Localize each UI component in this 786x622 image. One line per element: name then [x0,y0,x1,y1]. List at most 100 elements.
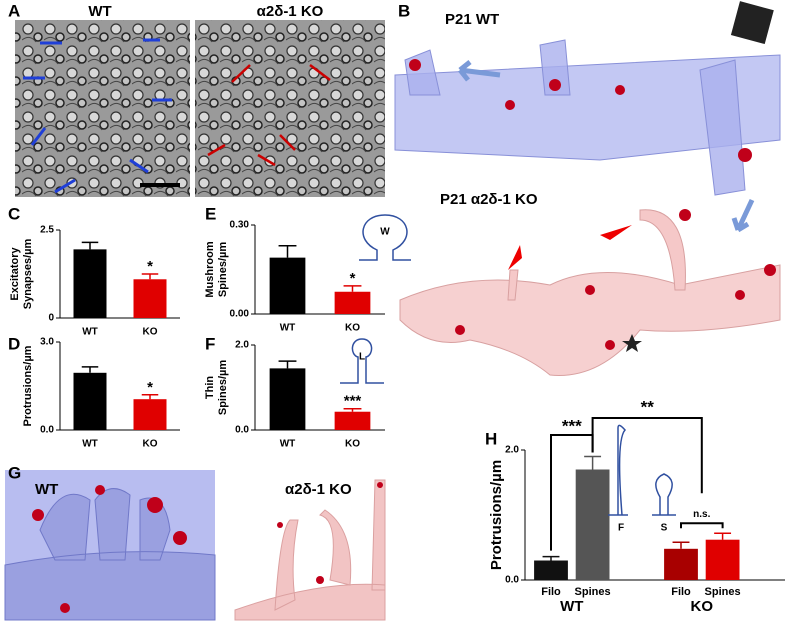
inset-schematic [608,424,676,516]
x-tick-label: Spines [705,586,741,598]
image-label: P21 α2δ-1 KO [440,191,538,208]
y-tick-label: 0 [48,313,54,324]
panel-letter: C [8,204,20,223]
bar [269,257,306,314]
x-tick-label: Spines [575,586,611,598]
bar [73,372,107,430]
significance: n.s. [693,509,710,520]
bracket [591,417,703,494]
error-bar [81,241,99,250]
synapse-blobs [32,482,383,613]
panel-letter: H [485,429,497,448]
image-label: WT [88,3,111,20]
image-label: P21 WT [445,11,499,28]
panel-letter: G [8,463,21,482]
x-tick-label: KO [143,327,158,338]
y-axis-label: Protrusions/µm [22,345,34,426]
dendrite-wt [394,54,781,161]
x-tick-label: WT [82,327,98,338]
star [622,334,642,352]
blue-arrows [23,38,172,194]
x-tick-label: Filo [671,586,691,598]
error-bar [278,245,297,258]
x-tick-label: WT [280,439,296,450]
orientation-cube [730,1,774,45]
y-axis-label: Spines/µm [217,242,229,297]
image-label: α2δ-1 KO [285,481,352,498]
y-tick-label: 2.0 [235,340,249,351]
error-bar [542,555,560,561]
bar [133,399,167,430]
error-bar [714,532,732,540]
y-tick-label: 0.00 [230,309,250,320]
arrowheads [508,225,632,270]
y-tick-label: 2.5 [40,225,54,236]
x-tick-label: Filo [541,586,561,598]
y-tick-label: 0.0 [235,425,249,436]
y-axis-label: Spines/µm [217,360,229,415]
group-label: WT [560,598,583,615]
significance: * [147,258,153,275]
filopodia-ko [507,209,686,301]
dendrite-ko [399,264,781,376]
inset-label: L [359,352,365,363]
y-tick-label: 0.0 [505,575,519,586]
y-axis-label: Protrusions/µm [488,460,505,570]
error-bar [141,394,159,400]
em-image-wt [15,20,190,197]
error-bar [81,366,99,373]
image-label: WT [35,481,58,498]
bar [534,560,568,580]
bar [705,539,740,580]
inset-label: S [661,523,668,534]
y-tick-label: 3.0 [40,337,54,348]
panel-letter: E [205,204,216,223]
panel-letter: A [8,1,20,20]
arrow [458,60,501,82]
inset-label: W [380,227,390,238]
error-bar [672,541,690,549]
y-tick-label: 0.30 [230,220,250,231]
significance: *** [562,416,582,435]
x-tick-label: WT [280,323,296,334]
panel-letter: B [398,1,410,20]
x-tick-label: KO [143,439,158,450]
red-arrows [207,64,331,167]
error-bar [343,408,362,412]
error-bar [141,273,159,280]
error-bar [343,285,362,292]
y-tick-label: 0.0 [40,425,54,436]
em-image-ko [195,20,385,197]
arrow [731,198,755,233]
panel-letter: F [205,334,215,353]
x-tick-label: KO [345,323,360,334]
inset-schematic [340,338,384,384]
bar [334,411,371,430]
image-label: α2δ-1 KO [257,3,324,20]
bar [133,279,167,318]
bar [664,548,698,580]
group-label: KO [691,598,714,615]
y-axis-label: Mushroom [204,241,216,297]
significance: * [350,270,356,287]
y-axis-label: Synapses/µm [22,239,34,310]
bracket [680,522,724,529]
y-tick-label: 2.0 [505,445,519,456]
render-ko [234,479,386,621]
panel-letter: D [8,334,20,353]
bar [269,368,306,430]
bar [575,469,610,580]
significance: *** [344,393,362,410]
y-axis-label: Excitatory [9,247,21,301]
inset-label: F [618,523,624,534]
y-axis-label: Thin [204,376,216,399]
inset-schematic [359,214,411,261]
error-bar [278,360,297,369]
bar [73,249,107,318]
significance: * [147,379,153,396]
x-tick-label: KO [345,439,360,450]
bar [334,291,371,314]
synapse-blobs [409,59,776,350]
significance: ** [641,397,655,416]
